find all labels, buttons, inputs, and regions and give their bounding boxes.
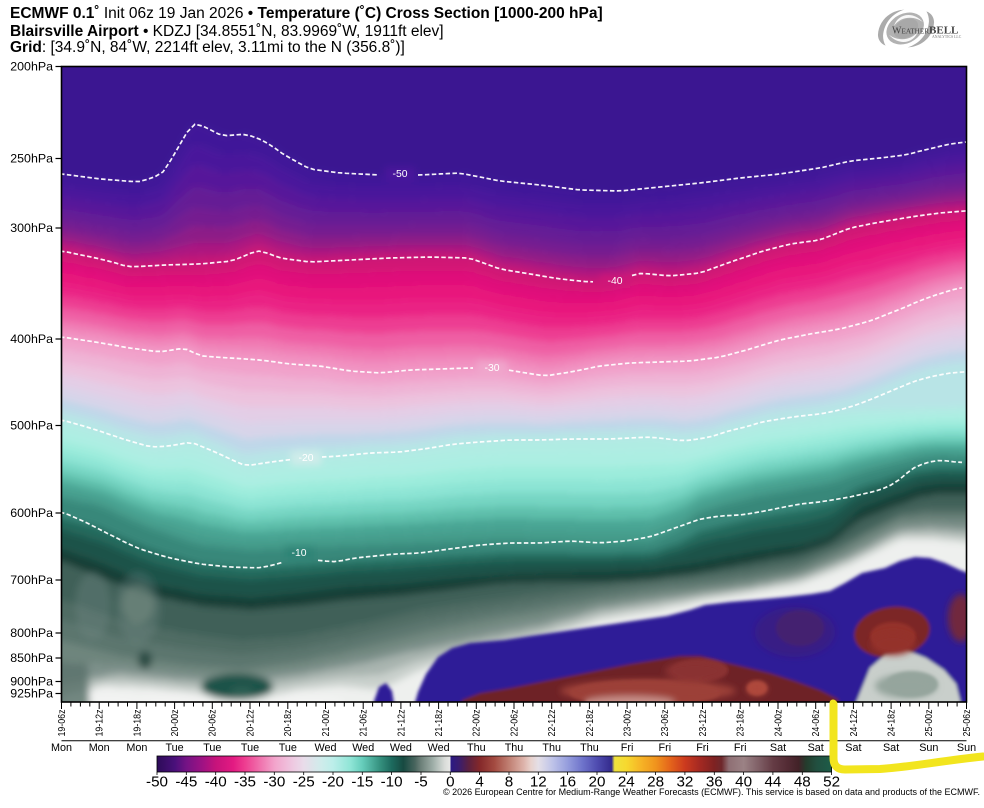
svg-text:300hPa: 300hPa bbox=[10, 221, 53, 235]
svg-text:23-18z: 23-18z bbox=[736, 709, 747, 736]
svg-text:21-00z: 21-00z bbox=[321, 709, 332, 736]
svg-text:24-00z: 24-00z bbox=[773, 709, 784, 736]
svg-text:24-12z: 24-12z bbox=[849, 709, 860, 736]
svg-text:4: 4 bbox=[475, 774, 483, 791]
svg-text:Sun: Sun bbox=[919, 742, 938, 754]
svg-text:800hPa: 800hPa bbox=[10, 626, 53, 640]
svg-text:500hPa: 500hPa bbox=[10, 419, 53, 433]
svg-text:-40: -40 bbox=[607, 276, 622, 287]
svg-text:21-12z: 21-12z bbox=[396, 709, 407, 736]
svg-text:-30: -30 bbox=[263, 774, 285, 791]
svg-text:400hPa: 400hPa bbox=[10, 332, 53, 346]
svg-text:-50: -50 bbox=[392, 169, 407, 180]
svg-text:ANALYTICS LLC: ANALYTICS LLC bbox=[932, 35, 962, 39]
svg-text:20-00z: 20-00z bbox=[170, 709, 181, 736]
svg-text:20-12z: 20-12z bbox=[245, 709, 256, 736]
svg-text:22-12z: 22-12z bbox=[547, 709, 558, 736]
svg-text:21-18z: 21-18z bbox=[434, 709, 445, 736]
svg-text:23-00z: 23-00z bbox=[623, 709, 634, 736]
svg-text:250hPa: 250hPa bbox=[10, 152, 53, 166]
svg-text:Sat: Sat bbox=[808, 742, 824, 754]
svg-text:-35: -35 bbox=[234, 774, 256, 791]
svg-text:-40: -40 bbox=[205, 774, 227, 791]
svg-text:22-06z: 22-06z bbox=[509, 709, 520, 736]
svg-text:Mon: Mon bbox=[126, 742, 147, 754]
svg-text:19-18z: 19-18z bbox=[132, 709, 143, 736]
svg-text:20-06z: 20-06z bbox=[208, 709, 219, 736]
svg-text:-10: -10 bbox=[291, 548, 306, 559]
svg-text:32: 32 bbox=[676, 774, 693, 791]
svg-text:44: 44 bbox=[764, 774, 781, 791]
svg-text:Sat: Sat bbox=[883, 742, 899, 754]
svg-text:25-06z: 25-06z bbox=[962, 709, 973, 736]
svg-text:16: 16 bbox=[559, 774, 576, 791]
svg-text:48: 48 bbox=[794, 774, 811, 791]
svg-text:Sat: Sat bbox=[770, 742, 786, 754]
svg-text:Thu: Thu bbox=[467, 742, 486, 754]
svg-text:24: 24 bbox=[618, 774, 635, 791]
svg-text:Mon: Mon bbox=[51, 742, 72, 754]
svg-text:0: 0 bbox=[446, 774, 454, 791]
svg-text:28: 28 bbox=[647, 774, 664, 791]
svg-text:Tue: Tue bbox=[203, 742, 221, 754]
svg-text:25-00z: 25-00z bbox=[924, 709, 935, 736]
svg-text:Wed: Wed bbox=[428, 742, 450, 754]
svg-text:Wed: Wed bbox=[390, 742, 412, 754]
svg-text:-5: -5 bbox=[414, 774, 428, 791]
svg-text:Tue: Tue bbox=[165, 742, 183, 754]
svg-text:925hPa: 925hPa bbox=[10, 687, 53, 701]
svg-text:Thu: Thu bbox=[580, 742, 599, 754]
svg-text:-50: -50 bbox=[146, 774, 168, 791]
svg-text:Tue: Tue bbox=[279, 742, 297, 754]
svg-text:24-06z: 24-06z bbox=[811, 709, 822, 736]
svg-text:WEATHERBELL: WEATHERBELL bbox=[892, 25, 958, 37]
svg-text:23-12z: 23-12z bbox=[698, 709, 709, 736]
svg-text:850hPa: 850hPa bbox=[10, 651, 53, 665]
svg-text:40: 40 bbox=[735, 774, 752, 791]
svg-text:22-00z: 22-00z bbox=[472, 709, 483, 736]
svg-text:Tue: Tue bbox=[241, 742, 259, 754]
svg-text:900hPa: 900hPa bbox=[10, 675, 53, 689]
svg-text:-10: -10 bbox=[381, 774, 403, 791]
svg-text:23-06z: 23-06z bbox=[660, 709, 671, 736]
svg-text:21-06z: 21-06z bbox=[359, 709, 370, 736]
svg-text:-25: -25 bbox=[293, 774, 315, 791]
svg-text:Thu: Thu bbox=[542, 742, 561, 754]
svg-text:600hPa: 600hPa bbox=[10, 506, 53, 520]
svg-text:Fri: Fri bbox=[659, 742, 672, 754]
svg-text:19-06z: 19-06z bbox=[57, 709, 68, 736]
svg-text:24-18z: 24-18z bbox=[887, 709, 898, 736]
svg-text:-30: -30 bbox=[484, 363, 499, 374]
svg-text:Thu: Thu bbox=[505, 742, 524, 754]
svg-text:36: 36 bbox=[706, 774, 723, 791]
svg-text:200hPa: 200hPa bbox=[10, 60, 53, 74]
svg-text:-45: -45 bbox=[175, 774, 197, 791]
svg-text:Fri: Fri bbox=[696, 742, 709, 754]
svg-text:19-12z: 19-12z bbox=[95, 709, 106, 736]
svg-text:-20: -20 bbox=[298, 453, 313, 464]
svg-text:22-18z: 22-18z bbox=[585, 709, 596, 736]
svg-text:Sun: Sun bbox=[957, 742, 976, 754]
svg-text:Mon: Mon bbox=[89, 742, 110, 754]
svg-text:Wed: Wed bbox=[352, 742, 374, 754]
svg-text:20-18z: 20-18z bbox=[283, 709, 294, 736]
svg-text:20: 20 bbox=[589, 774, 606, 791]
svg-text:Fri: Fri bbox=[734, 742, 747, 754]
svg-text:12: 12 bbox=[530, 774, 547, 791]
svg-text:-15: -15 bbox=[351, 774, 373, 791]
svg-text:Wed: Wed bbox=[314, 742, 336, 754]
svg-text:Sat: Sat bbox=[845, 742, 861, 754]
svg-text:8: 8 bbox=[505, 774, 513, 791]
svg-text:52: 52 bbox=[823, 774, 840, 791]
svg-text:-20: -20 bbox=[322, 774, 344, 791]
svg-text:Fri: Fri bbox=[621, 742, 634, 754]
svg-text:700hPa: 700hPa bbox=[10, 573, 53, 587]
